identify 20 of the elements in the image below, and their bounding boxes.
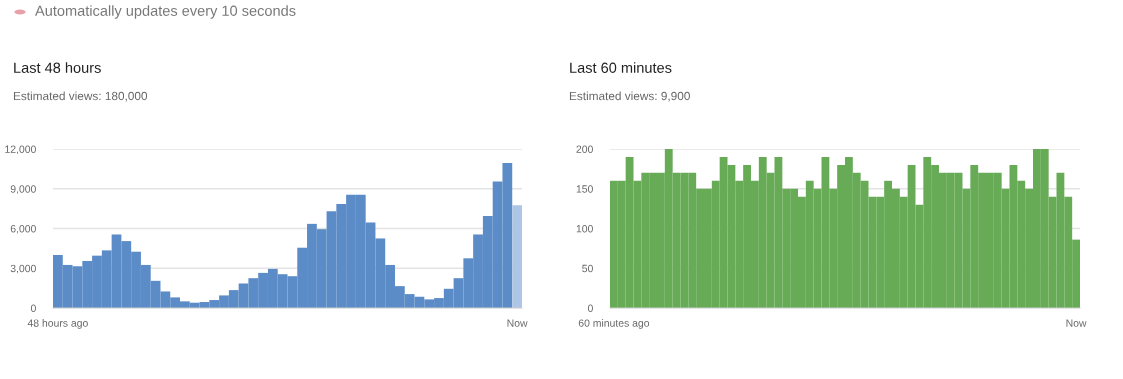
y-tick-label: 12,000	[5, 145, 36, 155]
x-tick-label: Now	[1066, 319, 1087, 327]
x-tick-label: Now	[507, 319, 528, 327]
x-tick-label: 48 hours ago	[27, 319, 88, 329]
y-tick-label: 150	[576, 185, 593, 193]
chart-subtitle: Estimated views: 180,000	[13, 91, 148, 102]
bar	[512, 205, 522, 308]
y-tick-label: 0	[30, 304, 36, 312]
chart-title: Last 48 hours	[14, 62, 101, 73]
y-tick-label: 3,000	[10, 264, 36, 274]
y-tick-label: 200	[576, 145, 593, 153]
y-tick-label: 100	[576, 225, 593, 233]
chart-title: Last 60 minutes	[570, 62, 672, 73]
y-tick-label: 6,000	[10, 225, 36, 234]
y-tick-label: 9,000	[10, 185, 36, 194]
text: Automatically updates every 10 seconds	[35, 5, 296, 19]
chart-subtitle: Estimated views: 9,900	[569, 91, 690, 102]
y-tick-label: 50	[582, 264, 593, 273]
y-tick-label: 0	[587, 304, 593, 312]
x-tick-label: 60 minutes ago	[578, 319, 650, 329]
